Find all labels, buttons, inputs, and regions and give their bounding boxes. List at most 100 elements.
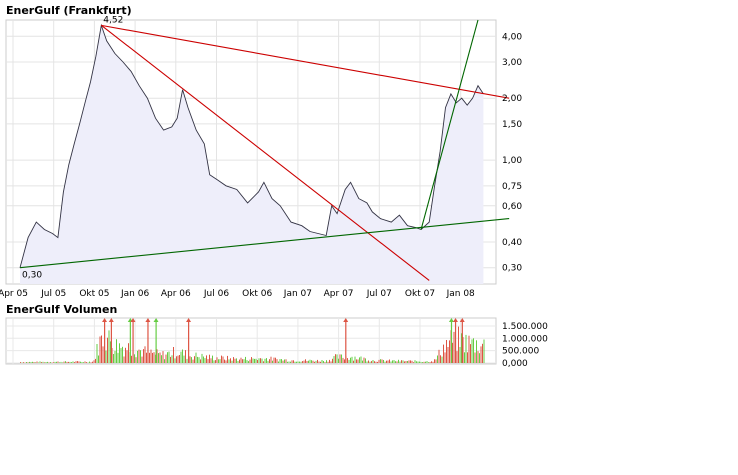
volume-bar	[473, 338, 474, 363]
volume-bar	[255, 358, 257, 363]
volume-bar	[356, 359, 357, 363]
volume-bar	[167, 352, 168, 363]
volume-bar	[216, 357, 218, 363]
volume-bar	[327, 361, 329, 363]
volume-bar	[395, 361, 396, 363]
volume-bar	[119, 343, 120, 363]
volume-bar	[135, 357, 137, 363]
volume-bar	[261, 358, 263, 363]
volume-bar	[275, 357, 276, 363]
volume-bar	[201, 353, 203, 363]
y-tick-label: 3,00	[502, 58, 522, 68]
volume-bar	[404, 361, 405, 363]
volume-bar	[363, 357, 365, 363]
price-plot: Apr 05 Jul 05 Okt 05 Jan 06 Apr 06 Jul 06 Okt …	[0, 15, 522, 299]
volume-bar	[180, 351, 182, 363]
volume-y-tick-label: 1.000.000	[502, 334, 548, 344]
volume-bar	[338, 358, 339, 363]
volume-bar	[312, 360, 314, 363]
volume-y-tick-label: 0,000	[502, 359, 528, 369]
volume-bar	[401, 360, 402, 363]
volume-bar	[351, 356, 353, 363]
volume-bar	[80, 361, 81, 363]
volume-bar	[98, 355, 99, 363]
volume-bar	[68, 361, 69, 363]
volume-bar	[272, 360, 273, 363]
volume-peak-arrow	[130, 318, 136, 322]
volume-bar	[353, 360, 354, 363]
volume-bar	[221, 355, 222, 363]
volume-bar	[107, 337, 108, 363]
volume-bar	[237, 361, 239, 363]
volume-bar	[69, 361, 71, 363]
volume-bar	[242, 359, 243, 363]
volume-bar	[435, 359, 437, 363]
volume-bar	[321, 360, 323, 363]
volume-bar	[411, 360, 413, 363]
volume-bar	[105, 350, 107, 363]
volume-chart-title: EnerGulf Volumen	[6, 303, 118, 316]
volume-peak-arrow	[102, 318, 108, 322]
volume-bar	[381, 359, 383, 363]
volume-peak-arrow	[153, 318, 159, 322]
x-tick-label: Apr 05	[0, 289, 28, 299]
volume-bar	[438, 349, 440, 363]
volume-bar	[191, 357, 192, 363]
volume-bar	[350, 357, 351, 363]
volume-bar	[143, 349, 144, 363]
volume-bar	[174, 358, 176, 363]
volume-bar	[326, 360, 327, 363]
x-tick-label: Apr 06	[161, 289, 191, 299]
volume-bar	[57, 361, 59, 363]
volume-bar	[83, 362, 84, 363]
x-tick-label: Apr 07	[324, 289, 354, 299]
volume-bar	[426, 361, 428, 363]
volume-bar	[308, 360, 309, 363]
volume-bar	[369, 361, 371, 363]
volume-bar	[230, 358, 231, 363]
volume-bar	[74, 362, 75, 363]
volume-bar	[45, 362, 47, 363]
volume-bar	[122, 346, 123, 363]
volume-bar	[467, 352, 468, 363]
volume-bar	[173, 347, 174, 363]
volume-bar-peak	[454, 320, 457, 363]
volume-bar	[279, 359, 281, 363]
volume-bar	[422, 362, 423, 363]
volume-bar	[383, 360, 384, 363]
volume-bar	[42, 361, 44, 363]
volume-bar-peak	[104, 320, 106, 363]
volume-bar-peak	[110, 320, 112, 363]
volume-bar	[302, 361, 303, 363]
volume-bar	[278, 361, 279, 363]
volume-bar	[470, 344, 471, 363]
volume-bar	[243, 359, 245, 363]
volume-bar	[162, 351, 164, 363]
volume-bar	[371, 361, 372, 363]
volume-bar	[339, 354, 341, 363]
volume-bar	[452, 342, 453, 363]
volume-bar	[176, 356, 177, 363]
volume-bar	[479, 353, 480, 363]
volume-bar	[407, 361, 408, 363]
volume-bar	[77, 361, 78, 363]
volume-bar	[393, 360, 395, 363]
volume-bar	[368, 360, 369, 363]
volume-bar	[344, 359, 345, 363]
volume-bar	[36, 361, 38, 363]
volume-bar	[59, 362, 60, 363]
volume-bar-peak	[147, 320, 149, 363]
volume-bar	[482, 343, 483, 363]
volume-bar	[341, 354, 342, 363]
volume-bar	[131, 355, 132, 363]
volume-bar	[300, 361, 302, 363]
volume-bar-peak	[345, 320, 347, 363]
volume-bar-peak	[450, 320, 453, 363]
volume-bar	[264, 358, 266, 363]
volume-bar	[249, 359, 251, 363]
volume-bar	[38, 362, 39, 363]
trendline	[420, 19, 479, 230]
volume-bar	[182, 349, 183, 363]
y-tick-label: 0,60	[502, 202, 522, 212]
